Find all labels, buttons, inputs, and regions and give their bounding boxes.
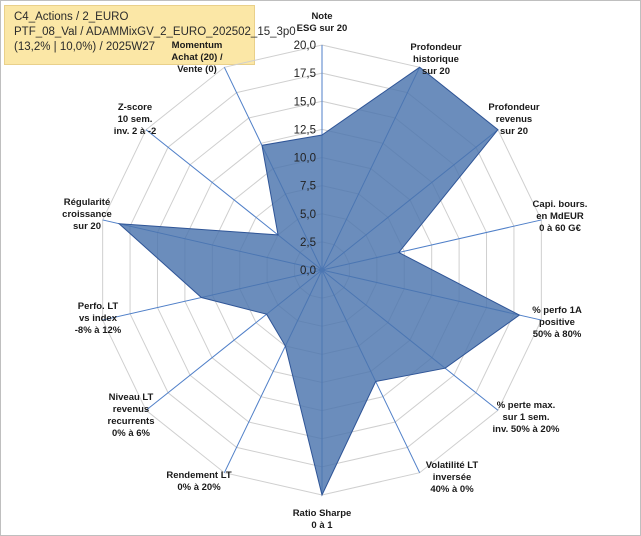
axis-label: Rendement LT0% à 20% [166, 470, 231, 493]
axis-label-line: revenus [496, 114, 532, 125]
axis-label-line: Régularité [64, 197, 110, 208]
radial-tick-label: 7,5 [300, 181, 316, 193]
axis-label-line: 10 sem. [118, 114, 153, 125]
axis-label-line: sur 20 [500, 126, 528, 137]
axis-label-line: Rendement LT [166, 470, 231, 481]
axis-label-line: Volatilité LT [426, 460, 479, 471]
radial-tick-label: 20,0 [294, 40, 316, 52]
data-series-area [117, 66, 521, 497]
axis-label-line: Profondeur [488, 102, 539, 113]
axis-label-line: inversée [433, 472, 472, 483]
axis-label-line: vs index [79, 313, 118, 324]
axis-label-line: sur 20 [73, 221, 101, 232]
info-line-2: PTF_08_Val / ADAMMixGV_2_EURO_202502_15_… [14, 26, 296, 38]
radial-tick-label: 15,0 [294, 96, 316, 108]
axis-label-line: historique [413, 54, 459, 65]
axis-label-line: Momentum [172, 40, 223, 51]
axis-label-line: Z-score [118, 102, 152, 113]
axis-label-line: 0% à 6% [112, 428, 151, 439]
axis-label-line: % perfo 1A [532, 305, 582, 316]
radial-tick-label: 10,0 [294, 153, 316, 165]
axis-label-line: ESG sur 20 [297, 23, 348, 34]
radial-tick-label: 0,0 [300, 265, 316, 277]
radial-tick-label: 12,5 [294, 124, 316, 136]
axis-label-line: -8% à 12% [75, 325, 122, 336]
radial-tick-label: 2,5 [300, 237, 316, 249]
axis-label-line: croissance [62, 209, 112, 220]
axis-label: % perte max.sur 1 sem.inv. 50% à 20% [493, 400, 560, 435]
axis-label-line: 0 à 60 G€ [539, 223, 581, 234]
axis-label-line: Capi. bours. [533, 199, 588, 210]
axis-label-line: Achat (20) / [171, 52, 223, 63]
info-line-3: (13,2% | 10,0%) / 2025W27 [14, 41, 156, 53]
axis-label-line: sur 20 [422, 66, 450, 77]
axis-label-line: 0% à 20% [177, 482, 221, 493]
radial-tick-label: 5,0 [300, 209, 316, 221]
axis-label-line: 50% à 80% [533, 329, 582, 340]
axis-label-line: en MdEUR [536, 211, 584, 222]
axis-label-line: sur 1 sem. [503, 412, 550, 423]
axis-label-line: % perte max. [497, 400, 556, 411]
axis-label-line: 0 à 1 [311, 520, 333, 531]
axis-label-line: Note [311, 11, 332, 22]
axis-label-line: inv. 50% à 20% [493, 424, 560, 435]
axis-label-line: positive [539, 317, 575, 328]
radial-tick-label: 17,5 [294, 68, 316, 80]
axis-label-line: Profondeur [410, 42, 461, 53]
axis-label-line: Perfo. LT [78, 301, 119, 312]
axis-label-line: Vente (0) [177, 64, 217, 75]
axis-label-line: Ratio Sharpe [293, 508, 352, 519]
info-line-1: C4_Actions / 2_EURO [14, 11, 129, 23]
axis-label-line: recurrents [108, 416, 155, 427]
axis-label-line: revenus [113, 404, 149, 415]
axis-label-line: Niveau LT [109, 392, 154, 403]
axis-label-line: 40% à 0% [430, 484, 474, 495]
info-box: C4_Actions / 2_EURO PTF_08_Val / ADAMMix… [4, 5, 296, 65]
axis-label-line: inv. 2 à -2 [114, 126, 157, 137]
